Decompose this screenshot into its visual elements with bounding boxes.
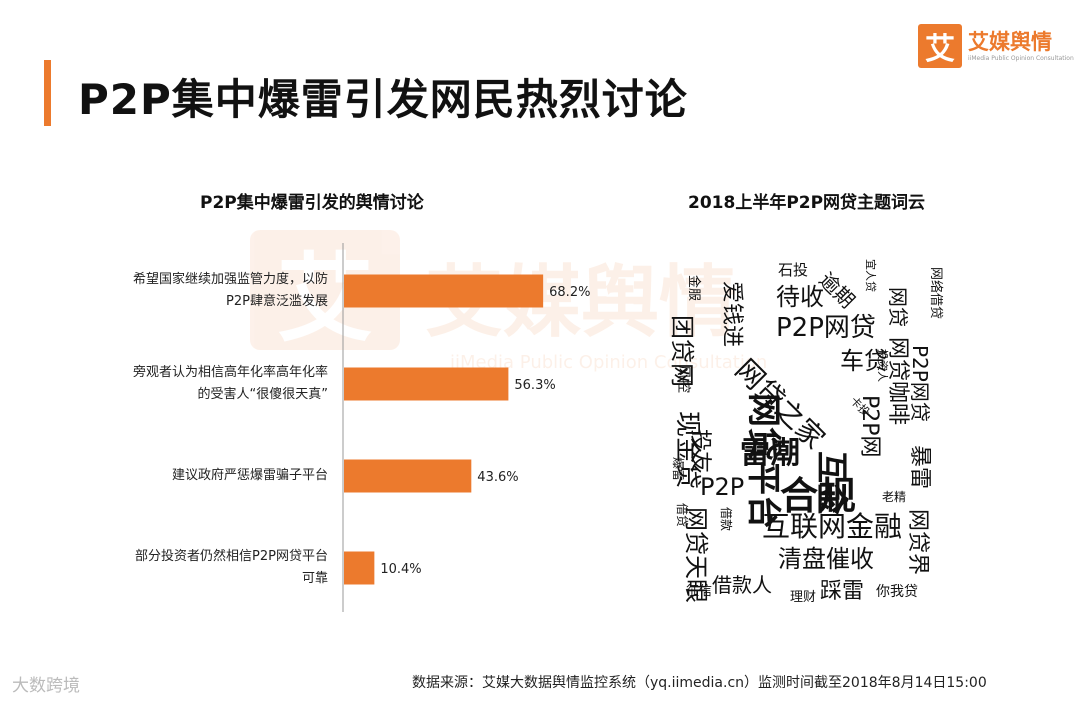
cloud-word: 借款人	[712, 573, 772, 597]
word-cloud: 石投 待收 逾期 宜人贷 网络借贷 网贷 金服 爱钱进 P2P网贷 网贷咖啡 团贷网 车贷 P2P网贷风…	[668, 245, 970, 615]
logo-name: 艾媒舆情	[968, 29, 1052, 54]
background-watermark: 艾 艾媒舆情 iiMedia Public Opinion Consultati…	[250, 230, 767, 390]
cloud-word: 暴雷	[907, 445, 932, 490]
cloud-word: 石投	[778, 261, 809, 279]
cloud-word: 爱钱进	[719, 281, 744, 348]
corner-watermark: 大数跨境	[12, 676, 80, 696]
cloud-word: 理财	[790, 590, 817, 605]
category-label-line: 旁观者认为相信高年化率高年化率	[132, 365, 328, 380]
bar-chart-title: P2P集中爆雷引发的舆情讨论	[200, 193, 424, 213]
bar-value-label: 43.6%	[477, 470, 518, 485]
brand-logo: 艾 艾媒舆情 iiMedia Public Opinion Consultati…	[918, 24, 1074, 68]
page-title: P2P集中爆雷引发网民热烈讨论	[78, 75, 688, 124]
cloud-word: 金服	[686, 275, 701, 302]
cloud-word: 网贷	[886, 287, 910, 327]
cloud-word: 网贷平台	[743, 393, 783, 529]
cloud-word: 踩雷	[820, 579, 865, 604]
category-label-line: 建议政府严惩爆雷骗子平台	[171, 468, 328, 483]
cloud-word: 网络借贷	[928, 267, 943, 320]
cloud-word: P2P	[700, 473, 745, 501]
watermark-subtitle: iiMedia Public Opinion Consultation	[450, 352, 768, 373]
cloud-word: P2P网贷	[776, 313, 876, 343]
category-label: 希望国家继续加强监管力度，以防 P2P肆意泛滥发展	[78, 269, 328, 313]
bar	[344, 274, 544, 308]
cloud-word: 清盘催收	[778, 545, 874, 573]
wordcloud-title: 2018上半年P2P网贷主题词云	[688, 193, 926, 213]
cloud-word: 网贷咖啡	[885, 337, 910, 426]
cloud-word: 投资人	[876, 349, 889, 382]
cloud-word: 待收	[776, 283, 824, 311]
category-label-line: 希望国家继续加强监管力度，以防	[132, 272, 328, 287]
logo-mark: 艾	[918, 24, 962, 68]
cloud-word: 投友	[687, 429, 712, 474]
bar-value-label: 68.2%	[549, 285, 590, 300]
category-label: 建议政府严惩爆雷骗子平台	[78, 465, 328, 487]
cloud-word: 雷潮	[740, 436, 800, 471]
category-label-line: 的受害人“很傻很天真”	[197, 387, 328, 402]
bar-value-label: 56.3%	[514, 378, 555, 393]
cloud-word: 你我贷	[876, 584, 918, 600]
cloud-word: P2P网贷	[908, 345, 932, 422]
category-label-line: P2P肆意泛滥发展	[226, 294, 328, 309]
data-source-note: 数据来源：艾媒大数据舆情监控系统（yq.iimedia.cn）监测时间截至201…	[412, 675, 987, 691]
cloud-word: 风控	[675, 365, 691, 393]
cloud-word: 互金	[813, 451, 851, 516]
cloud-word: 网贷界	[905, 509, 930, 576]
bar-value-label: 10.4%	[380, 562, 421, 577]
bar	[344, 459, 472, 493]
category-label-line: 可靠	[301, 571, 328, 586]
cloud-word: 爆雷	[671, 457, 685, 482]
category-label-line: 部分投资者仍然相信P2P网贷平台	[135, 549, 328, 564]
title-accent-bar	[44, 60, 51, 126]
cloud-word: 互联网金融	[762, 510, 903, 543]
logo-subtitle: iiMedia Public Opinion Consultation	[968, 54, 1074, 62]
cloud-word: 车贷	[840, 347, 888, 375]
category-label: 部分投资者仍然相信P2P网贷平台可靠	[78, 546, 328, 590]
category-label: 旁观者认为相信高年化率高年化率的受害人“很傻很天真”	[78, 362, 328, 406]
cloud-word: 借款	[719, 507, 733, 532]
cloud-word: 宜人贷	[864, 259, 877, 292]
cloud-word: 老精	[882, 490, 907, 504]
bar	[344, 551, 375, 585]
bar	[344, 367, 509, 401]
cloud-word: 合规	[780, 474, 857, 518]
cloud-word: 征信	[686, 584, 713, 599]
cloud-word: P2P网	[857, 395, 882, 458]
